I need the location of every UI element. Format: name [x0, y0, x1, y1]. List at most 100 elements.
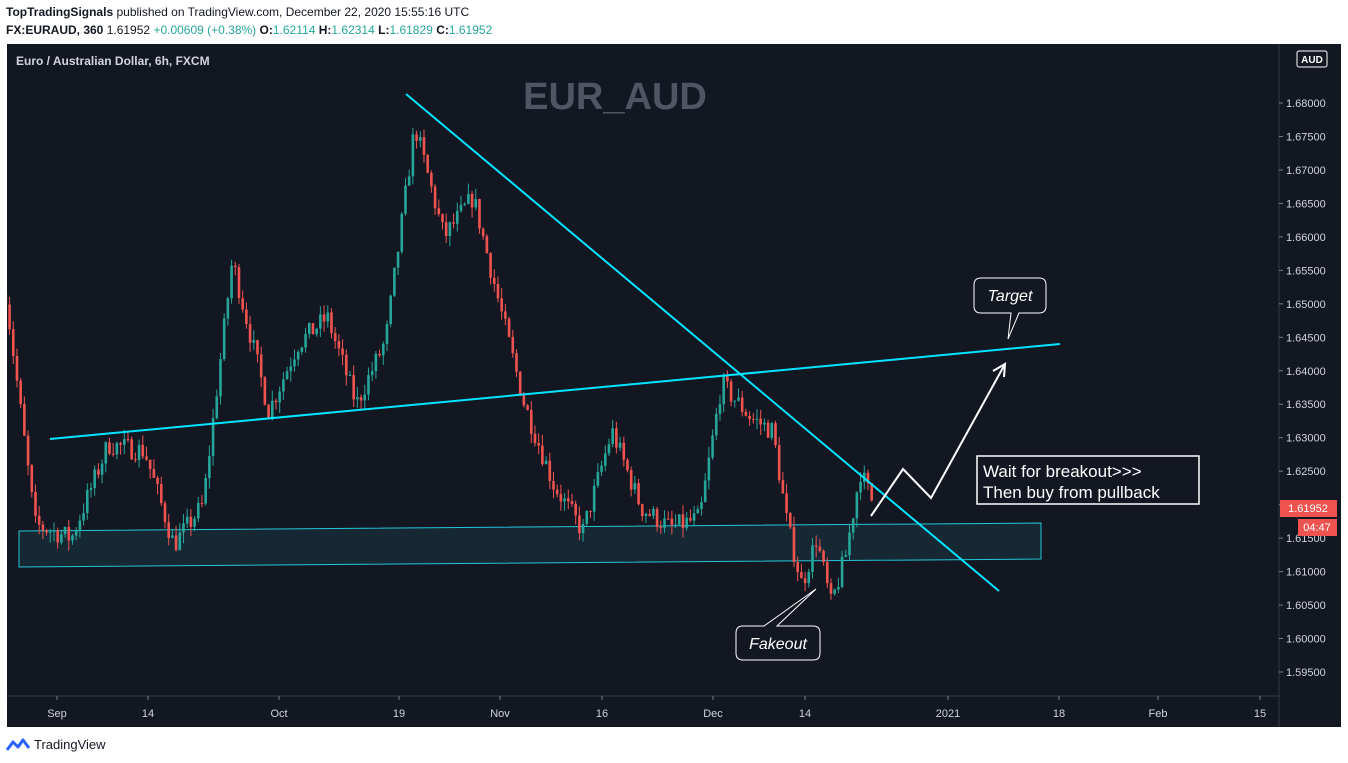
candle-body: [322, 314, 326, 322]
support-zone[interactable]: [18, 522, 1042, 568]
candle-body: [659, 526, 663, 528]
candle-body: [748, 415, 751, 420]
candle-body: [163, 503, 167, 523]
candle-body: [681, 514, 685, 528]
falling-trendline[interactable]: [405, 93, 1000, 592]
candle-body: [104, 442, 108, 464]
candle-body: [844, 555, 848, 557]
candle-body: [592, 485, 596, 512]
price-tick-label: 1.63500: [1286, 399, 1326, 411]
candle-body: [270, 400, 274, 419]
candle-body: [430, 172, 433, 187]
tradingview-logo[interactable]: TradingView: [6, 737, 106, 752]
rising-trendline[interactable]: [49, 343, 1061, 440]
candle-body: [600, 465, 603, 472]
symbol-label: FX:EURAUD, 360: [6, 23, 104, 37]
time-tick-label: Feb: [1149, 708, 1168, 720]
candle-body: [56, 530, 59, 543]
candle-body: [204, 477, 207, 504]
candle-body: [97, 469, 100, 475]
candle-body: [171, 535, 174, 538]
candle-body: [237, 267, 241, 299]
candle-body: [640, 504, 644, 517]
candle-body: [245, 309, 248, 325]
candle-body: [740, 397, 744, 412]
candle-body: [822, 550, 825, 563]
candle-body: [78, 520, 82, 532]
time-tick-label: 16: [596, 708, 608, 720]
candle-body: [41, 524, 45, 531]
price-axis[interactable]: 1.68000 1.67500 1.67000 1.66500 1.66000 1.655…: [1279, 98, 1326, 679]
fakeout-callout: [735, 588, 821, 661]
candle-body: [829, 583, 833, 594]
candle-body: [766, 422, 770, 438]
price-tick-label: 1.65000: [1286, 299, 1326, 311]
candle-body: [714, 413, 718, 436]
candle-body: [293, 359, 296, 367]
currency-badge[interactable]: AUD: [1301, 55, 1323, 66]
candle-body: [211, 418, 215, 456]
time-tick-label: 18: [1053, 708, 1065, 720]
candle-body: [574, 503, 577, 516]
candle-body: [541, 445, 544, 465]
candle-body: [241, 298, 244, 310]
chart-panel[interactable]: EUR_AUD Euro / Australian Dollar, 6h, FX…: [7, 44, 1341, 727]
candle-body: [330, 312, 333, 334]
price-chart[interactable]: EUR_AUD Euro / Australian Dollar, 6h, FX…: [7, 44, 1341, 727]
candle-body: [259, 354, 263, 378]
candle-body: [67, 526, 71, 541]
candle-body: [215, 396, 219, 419]
candle-body: [233, 265, 237, 268]
candle-body: [407, 176, 411, 186]
candle-body: [459, 204, 463, 211]
open-label: O:: [259, 23, 273, 37]
candle-body: [485, 236, 489, 254]
candle-body: [130, 439, 133, 460]
candle-body: [52, 530, 56, 532]
candle-body: [744, 411, 748, 416]
candle-body: [307, 323, 311, 334]
candle-body: [648, 513, 651, 516]
candle-body: [489, 253, 492, 278]
candle-body: [119, 443, 122, 445]
price-tick-label: 1.60500: [1286, 600, 1326, 612]
ohlc-line: FX:EURAUD, 360 1.61952 +0.00609 (+0.38%)…: [6, 23, 492, 37]
candle-body: [374, 353, 378, 372]
price-tick-label: 1.63000: [1286, 433, 1326, 445]
candle-body: [689, 517, 692, 521]
candle-body: [825, 562, 829, 584]
candle-body: [34, 491, 37, 516]
candle-body: [866, 472, 870, 484]
candle-body: [230, 265, 233, 299]
candle-body: [418, 137, 422, 141]
candle-body: [356, 397, 359, 400]
candle-body: [711, 435, 714, 458]
candle-body: [437, 208, 441, 215]
candle-body: [840, 556, 844, 587]
candle-body: [89, 488, 93, 491]
candle-body: [393, 267, 396, 296]
price-tick-label: 1.61500: [1286, 533, 1326, 545]
price-tick-label: 1.67000: [1286, 165, 1326, 177]
candle-body: [611, 428, 614, 445]
time-axis[interactable]: Sep 14 Oct 19 Nov 16 Dec 14 2021 18 Feb 15: [47, 696, 1266, 720]
candle-body: [159, 484, 163, 504]
candle-body: [596, 471, 600, 486]
candle-body: [755, 418, 759, 420]
candle-body: [633, 483, 637, 490]
candle-body: [774, 423, 777, 446]
candle-body: [467, 193, 470, 204]
target-label: Target: [988, 288, 1033, 305]
brand-name: TradingView: [34, 737, 106, 752]
candle-body: [733, 400, 737, 402]
candle-body: [814, 545, 818, 547]
candle-body: [274, 400, 278, 403]
symbol-watermark: EUR_AUD: [523, 76, 707, 118]
candle-body: [82, 513, 85, 521]
low-label: L:: [378, 23, 390, 37]
price-tick-label: 1.65500: [1286, 265, 1326, 277]
candle-body: [722, 376, 725, 405]
candle-body: [222, 318, 226, 360]
author-link[interactable]: TopTradingSignals: [6, 5, 114, 19]
publish-header: TopTradingSignals published on TradingVi…: [0, 0, 1348, 44]
